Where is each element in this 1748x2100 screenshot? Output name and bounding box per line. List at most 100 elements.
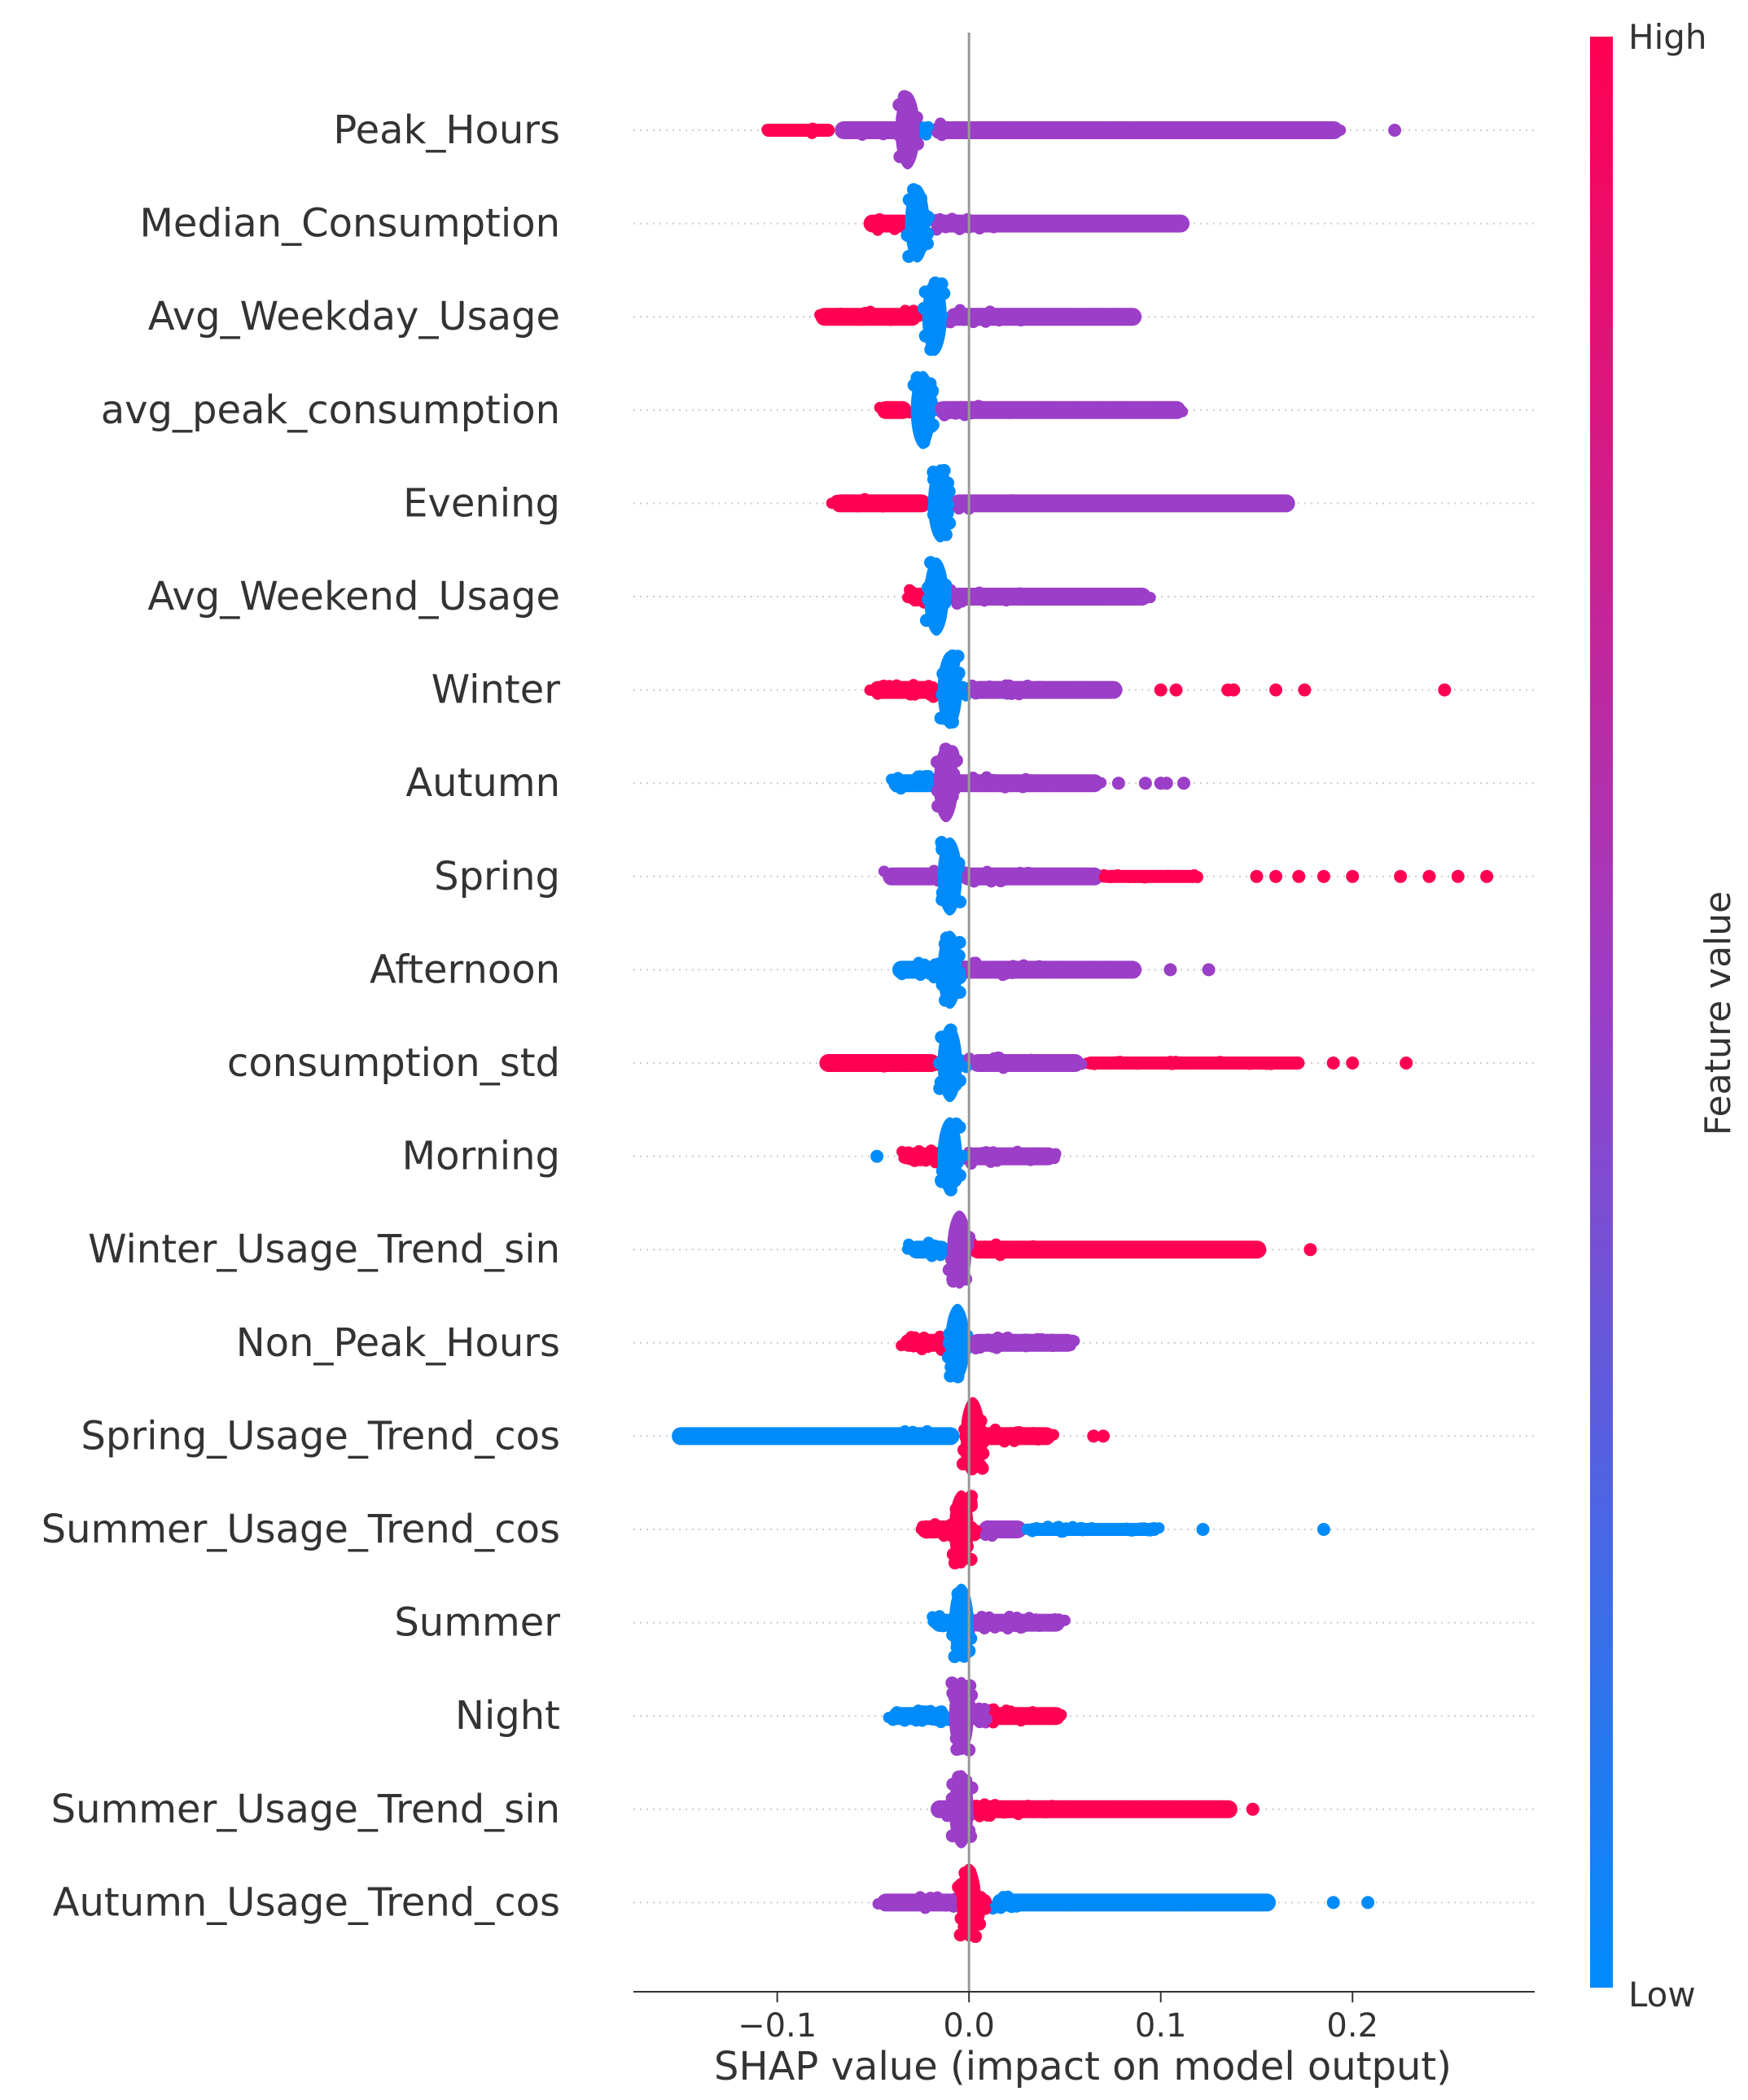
- shap-point: [1037, 313, 1049, 326]
- shap-point: [1102, 403, 1115, 415]
- shap-point: [807, 122, 819, 134]
- shap-point: [1174, 405, 1186, 417]
- shap-point: [911, 870, 923, 882]
- shap-point: [953, 895, 967, 908]
- shap-point: [965, 871, 977, 883]
- x-tick-label: 0.1: [1135, 2007, 1187, 2045]
- shap-point: [1085, 1522, 1097, 1534]
- shap-point: [1060, 1337, 1072, 1349]
- shap-point: [1215, 1803, 1227, 1815]
- shap-point: [927, 472, 940, 486]
- shap-point: [900, 228, 914, 242]
- shap-point: [1062, 777, 1074, 789]
- colorbar-high-label: High: [1628, 17, 1707, 57]
- shap-point: [1203, 1057, 1215, 1070]
- shap-point: [946, 715, 960, 729]
- shap-point: [1076, 219, 1088, 231]
- shap-point: [1288, 1058, 1300, 1070]
- feature-label: Winter_Usage_Trend_sin: [88, 1227, 560, 1272]
- feature-label: Spring: [434, 854, 560, 899]
- value-band: [949, 494, 1295, 513]
- shap-point: [1185, 1803, 1198, 1815]
- shap-point: [1011, 1426, 1023, 1438]
- x-tick-label: −0.1: [738, 2007, 817, 2045]
- shap-point: [1102, 685, 1115, 697]
- shap-point: [945, 1792, 959, 1805]
- shap-point: [1052, 1803, 1064, 1815]
- shap-point: [944, 1023, 957, 1037]
- shap-point: [952, 666, 966, 680]
- feature-row: Night: [455, 1676, 1535, 1757]
- shap-point: [1087, 123, 1099, 135]
- shap-point: [844, 308, 856, 321]
- shap-point: [1046, 869, 1058, 882]
- shap-point: [1089, 1058, 1101, 1070]
- shap-point: [856, 314, 868, 326]
- shap-point: [1032, 402, 1044, 414]
- shap-point: [1043, 495, 1055, 507]
- shap-point: [929, 1518, 941, 1530]
- feature-label: Summer: [394, 1600, 560, 1646]
- shap-point: [1241, 496, 1253, 508]
- shap-point: [892, 98, 906, 112]
- shap-point: [938, 596, 952, 610]
- shap-point: [1008, 1435, 1020, 1447]
- feature-row: Non_Peak_Hours: [236, 1303, 1535, 1384]
- shap-point: [1063, 1900, 1076, 1912]
- shap-point: [935, 117, 947, 129]
- shap-point: [1045, 1246, 1057, 1258]
- shap-point: [1049, 217, 1061, 230]
- outlier-point: [1138, 777, 1152, 790]
- shap-point: [988, 1703, 1000, 1715]
- shap-point: [940, 844, 954, 858]
- outlier-point: [1111, 777, 1125, 790]
- shap-point: [949, 1803, 963, 1817]
- shap-point: [974, 1429, 988, 1443]
- shap-point: [925, 962, 937, 974]
- shap-point: [918, 329, 932, 343]
- shap-point: [1321, 124, 1334, 136]
- feature-row: consumption_std: [227, 1023, 1535, 1102]
- outlier-point: [1227, 683, 1241, 697]
- shap-point: [909, 186, 923, 200]
- shap-point: [1207, 1896, 1220, 1908]
- feature-label: Median_Consumption: [140, 201, 561, 247]
- shap-point: [1139, 1896, 1151, 1908]
- shap-point: [1198, 1803, 1210, 1815]
- shap-point: [988, 1521, 1001, 1533]
- outlier-point: [1316, 1523, 1330, 1536]
- shap-point: [859, 492, 871, 505]
- shap-point: [906, 138, 920, 151]
- shap-point: [1027, 1240, 1039, 1252]
- feature-row: Autumn_Usage_Trend_cos: [53, 1863, 1535, 1944]
- shap-point: [949, 1731, 963, 1745]
- shap-point: [1117, 1245, 1129, 1257]
- shap-point: [947, 1244, 961, 1258]
- shap-point: [977, 1708, 989, 1721]
- shap-point: [922, 772, 935, 784]
- feature-row: Spring_Usage_Trend_cos: [81, 1397, 1535, 1476]
- shap-point: [1068, 125, 1080, 138]
- shap-point: [769, 1429, 781, 1442]
- shap-point: [815, 309, 827, 322]
- outlier-point: [1361, 1896, 1375, 1910]
- shap-point: [1021, 498, 1033, 510]
- shap-point: [1136, 498, 1148, 510]
- x-tick-label: 0.0: [943, 2007, 995, 2045]
- shap-point: [948, 1078, 962, 1092]
- shap-point: [931, 784, 944, 798]
- shap-point: [1168, 125, 1180, 138]
- shap-point: [957, 1443, 970, 1457]
- shap-point: [1001, 873, 1013, 885]
- shap-point: [1033, 960, 1045, 972]
- shap-point: [940, 1136, 953, 1150]
- shap-point: [997, 1710, 1009, 1722]
- shap-point: [954, 1911, 968, 1925]
- shap-point: [1102, 870, 1115, 882]
- shap-point: [918, 1332, 930, 1344]
- shap-point: [924, 556, 938, 570]
- shap-point: [1000, 595, 1012, 607]
- shap-point: [1112, 404, 1124, 416]
- shap-point: [961, 1700, 975, 1714]
- shap-point: [953, 965, 966, 979]
